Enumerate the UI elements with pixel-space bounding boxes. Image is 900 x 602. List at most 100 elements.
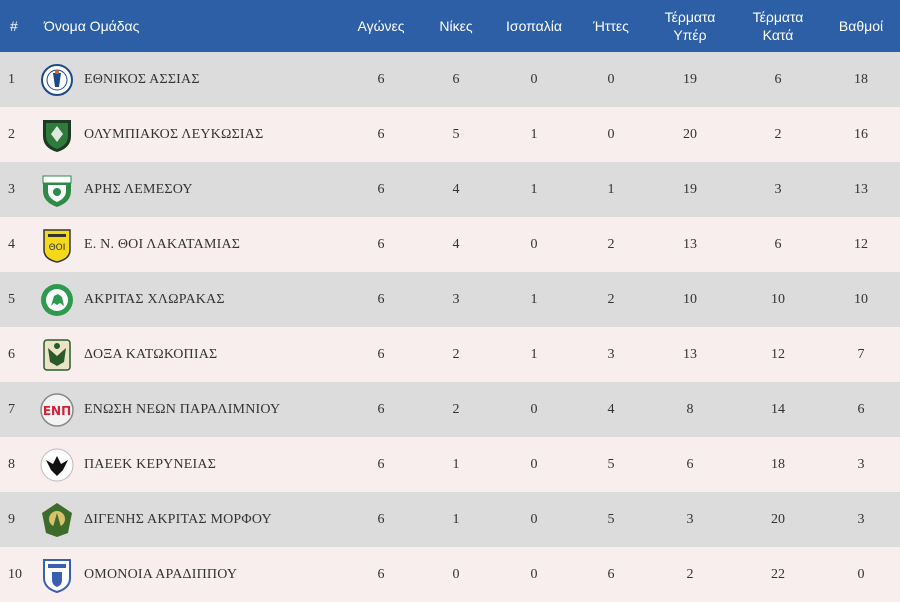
team-name-link[interactable]: ΠΑΕΕΚ ΚΕΡΥΝΕΙΑΣ (84, 456, 217, 472)
header-played[interactable]: Αγώνες (357, 18, 405, 34)
goals-for-cell: 10 (683, 291, 697, 307)
position-cell: 5 (8, 291, 15, 307)
team-cell: ΕΘΝΙΚΟΣ ΑΣΣΙΑΣ (38, 52, 342, 107)
header-losses[interactable]: Ήττες (593, 18, 629, 34)
losses-cell: 1 (607, 181, 615, 197)
table-row: 1 ΕΘΝΙΚΟΣ ΑΣΣΙΑΣ 6 6 0 0 19 6 18 (0, 52, 900, 107)
wins-cell: 1 (452, 456, 460, 472)
goals-for-cell: 2 (686, 566, 694, 582)
team-name-link[interactable]: ΔΟΞΑ ΚΑΤΩΚΟΠΙΑΣ (84, 346, 218, 362)
table-row: 10 ΟΜΟΝΟΙΑ ΑΡΑΔΙΠΠΟΥ 6 0 0 6 2 22 0 (0, 547, 900, 602)
losses-cell: 2 (607, 236, 615, 252)
losses-cell: 3 (607, 346, 615, 362)
omonoia-crest-icon (40, 556, 74, 594)
team-name-link[interactable]: ΟΜΟΝΟΙΑ ΑΡΑΔΙΠΠΟΥ (84, 566, 238, 582)
goals-against-cell: 18 (771, 456, 785, 472)
team-name-link[interactable]: ΟΛΥΜΠΙΑΚΟΣ ΛΕΥΚΩΣΙΑΣ (84, 126, 264, 142)
wins-cell: 6 (452, 71, 460, 87)
akritas-crest-icon (40, 281, 74, 319)
team-cell: ENΠ ΕΝΩΣΗ ΝΕΩΝ ΠΑΡΑΛΙΜΝΙΟΥ (38, 382, 342, 437)
points-cell: 7 (857, 346, 865, 362)
table-header-row: # Όνομα Ομάδας Αγώνες Νίκες Ισοπαλία Ήττ… (0, 0, 900, 52)
digenis-crest-icon (40, 501, 74, 539)
played-cell: 6 (377, 71, 385, 87)
draws-cell: 1 (530, 291, 538, 307)
goals-for-cell: 13 (683, 236, 697, 252)
table-row: 6 ΔΟΞΑ ΚΑΤΩΚΟΠΙΑΣ 6 2 1 3 13 12 7 (0, 327, 900, 382)
header-goals-for[interactable]: Τέρματα Υπέρ (646, 0, 734, 52)
played-cell: 6 (377, 456, 385, 472)
header-goals-against-line1: Τέρματα (752, 9, 804, 25)
wins-cell: 4 (452, 181, 460, 197)
draws-cell: 0 (530, 236, 538, 252)
wins-cell: 3 (452, 291, 460, 307)
draws-cell: 0 (530, 511, 538, 527)
header-goals-against-line2: Κατά (762, 27, 794, 43)
losses-cell: 5 (607, 456, 615, 472)
wins-cell: 1 (452, 511, 460, 527)
team-cell: ΑΚΡΙΤΑΣ ΧΛΩΡΑΚΑΣ (38, 272, 342, 327)
goals-for-cell: 13 (683, 346, 697, 362)
team-cell: ΟΜΟΝΟΙΑ ΑΡΑΔΙΠΠΟΥ (38, 547, 342, 602)
points-cell: 16 (854, 126, 868, 142)
position-cell: 2 (8, 126, 15, 142)
team-name-link[interactable]: ΔΙΓΕΝΗΣ ΑΚΡΙΤΑΣ ΜΟΡΦΟΥ (84, 511, 272, 527)
table-row: 8 ΠΑΕΕΚ ΚΕΡΥΝΕΙΑΣ 6 1 0 5 6 18 3 (0, 437, 900, 492)
points-cell: 3 (857, 511, 865, 527)
svg-text:ENΠ: ENΠ (43, 404, 71, 418)
paeek-crest-icon (40, 446, 74, 484)
losses-cell: 5 (607, 511, 615, 527)
team-name-link[interactable]: ΕΘΝΙΚΟΣ ΑΣΣΙΑΣ (84, 71, 200, 87)
wins-cell: 0 (452, 566, 460, 582)
points-cell: 10 (854, 291, 868, 307)
doxa-crest-icon (40, 336, 74, 374)
olympiakos-crest-icon (40, 116, 74, 154)
team-cell: ΔΙΓΕΝΗΣ ΑΚΡΙΤΑΣ ΜΟΡΦΟΥ (38, 492, 342, 547)
goals-for-cell: 3 (686, 511, 694, 527)
points-cell: 6 (857, 401, 865, 417)
header-team[interactable]: Όνομα Ομάδας (44, 18, 140, 34)
header-draws[interactable]: Ισοπαλία (506, 18, 562, 34)
goals-against-cell: 6 (774, 71, 782, 87)
header-goals-against[interactable]: Τέρματα Κατά (734, 0, 822, 52)
header-goals-for-line1: Τέρματα (664, 9, 716, 25)
losses-cell: 0 (607, 126, 615, 142)
losses-cell: 2 (607, 291, 615, 307)
team-name-link[interactable]: ΕΝΩΣΗ ΝΕΩΝ ΠΑΡΑΛΙΜΝΙΟΥ (84, 401, 281, 417)
goals-for-cell: 20 (683, 126, 697, 142)
points-cell: 3 (857, 456, 865, 472)
wins-cell: 2 (452, 346, 460, 362)
table-row: 9 ΔΙΓΕΝΗΣ ΑΚΡΙΤΑΣ ΜΟΡΦΟΥ 6 1 0 5 3 20 3 (0, 492, 900, 547)
table-row: 7 ENΠ ΕΝΩΣΗ ΝΕΩΝ ΠΑΡΑΛΙΜΝΙΟΥ 6 2 0 4 8 14 6 (0, 382, 900, 437)
goals-against-cell: 3 (774, 181, 782, 197)
goals-for-cell: 6 (686, 456, 694, 472)
header-wins[interactable]: Νίκες (439, 18, 473, 34)
position-cell: 4 (8, 236, 15, 252)
draws-cell: 1 (530, 346, 538, 362)
team-name-link[interactable]: ΑΚΡΙΤΑΣ ΧΛΩΡΑΚΑΣ (84, 291, 225, 307)
points-cell: 13 (854, 181, 868, 197)
points-cell: 0 (857, 566, 865, 582)
played-cell: 6 (377, 236, 385, 252)
position-cell: 1 (8, 71, 15, 87)
goals-against-cell: 20 (771, 511, 785, 527)
header-position[interactable]: # (10, 18, 18, 34)
position-cell: 3 (8, 181, 15, 197)
position-cell: 10 (8, 566, 22, 582)
goals-for-cell: 19 (683, 71, 697, 87)
played-cell: 6 (377, 126, 385, 142)
team-name-link[interactable]: ΑΡΗΣ ΛΕΜΕΣΟΥ (84, 181, 193, 197)
position-cell: 6 (8, 346, 15, 362)
svg-text:ΘΟΙ: ΘΟΙ (49, 243, 66, 253)
goals-against-cell: 22 (771, 566, 785, 582)
team-name-link[interactable]: Ε. Ν. ΘΟΙ ΛΑΚΑΤΑΜΙΑΣ (84, 236, 241, 252)
goals-for-cell: 19 (683, 181, 697, 197)
table-row: 3 ΑΡΗΣ ΛΕΜΕΣΟΥ 6 4 1 1 19 3 13 (0, 162, 900, 217)
header-points[interactable]: Βαθμοί (838, 18, 884, 34)
position-cell: 8 (8, 456, 15, 472)
draws-cell: 0 (530, 401, 538, 417)
losses-cell: 4 (607, 401, 615, 417)
team-cell: ΔΟΞΑ ΚΑΤΩΚΟΠΙΑΣ (38, 327, 342, 382)
wins-cell: 2 (452, 401, 460, 417)
